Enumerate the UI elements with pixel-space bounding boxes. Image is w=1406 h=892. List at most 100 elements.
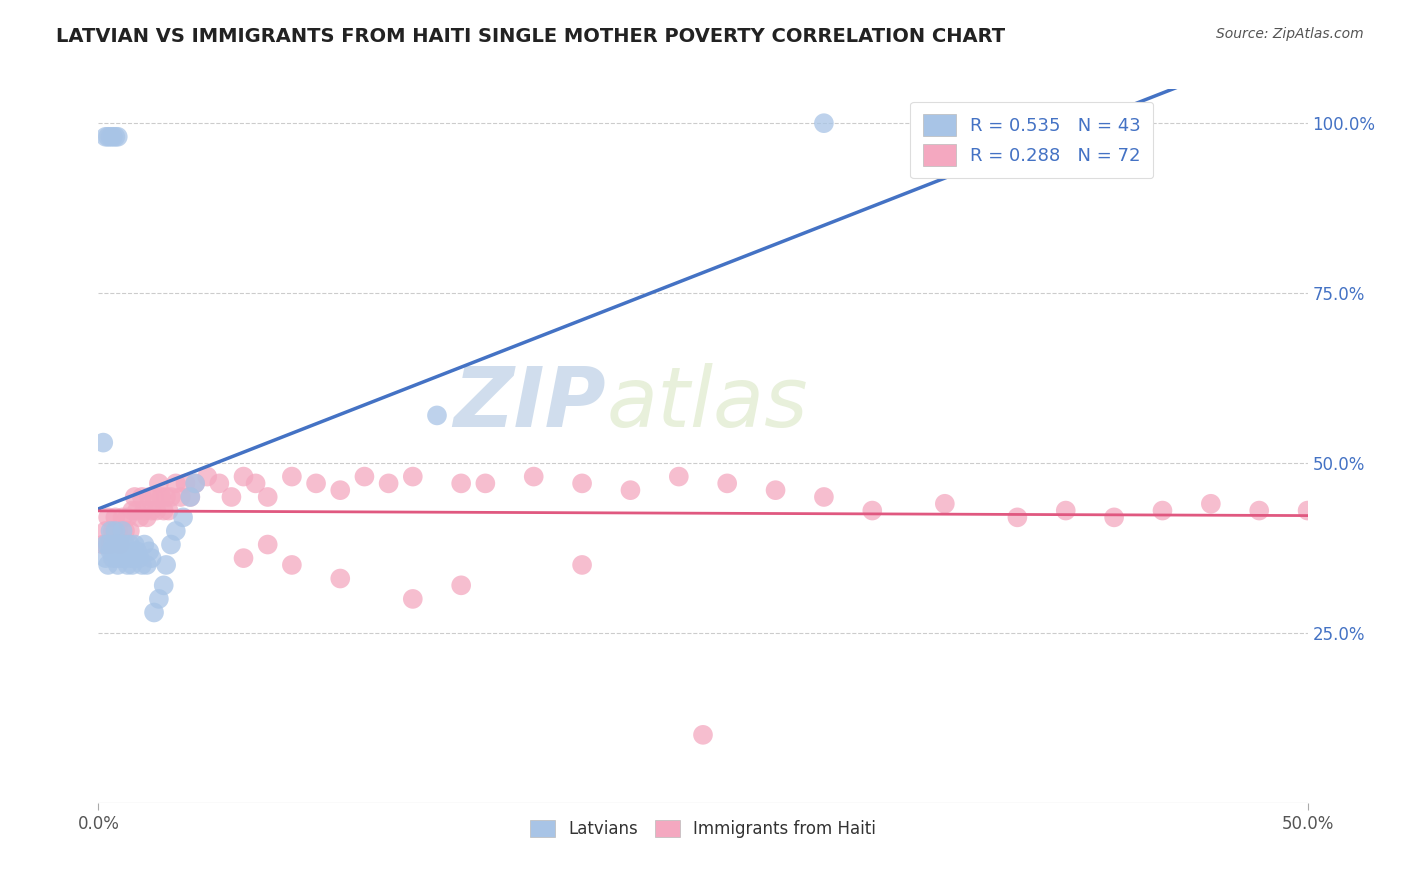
Point [131, 490, 153, 504]
Point [100, 537, 122, 551]
Point [934, 497, 956, 511]
Point [135, 510, 157, 524]
Point [1199, 497, 1222, 511]
Point [97, 558, 120, 572]
Point [118, 551, 141, 566]
Point [1249, 503, 1271, 517]
Point [104, 510, 127, 524]
Point [523, 469, 546, 483]
Point [160, 490, 183, 504]
Point [114, 537, 136, 551]
Point [377, 476, 399, 491]
Point [148, 591, 170, 606]
Point [571, 476, 593, 491]
Point [127, 544, 149, 558]
Point [143, 490, 166, 504]
Point [111, 510, 134, 524]
Point [94, 129, 117, 144]
Point [165, 476, 187, 491]
Point [281, 469, 304, 483]
Point [104, 129, 127, 144]
Text: ZIP: ZIP [454, 363, 606, 443]
Point [104, 524, 127, 538]
Point [107, 558, 129, 572]
Point [124, 551, 146, 566]
Point [128, 510, 150, 524]
Point [813, 490, 835, 504]
Point [692, 728, 714, 742]
Point [135, 558, 157, 572]
Point [138, 490, 160, 504]
Point [111, 524, 134, 538]
Point [450, 476, 472, 491]
Text: Source: ZipAtlas.com: Source: ZipAtlas.com [1216, 27, 1364, 41]
Point [571, 558, 593, 572]
Point [169, 490, 191, 504]
Point [145, 503, 167, 517]
Point [128, 551, 150, 566]
Point [232, 469, 254, 483]
Point [94, 524, 117, 538]
Point [157, 503, 180, 517]
Point [107, 551, 129, 566]
Point [1152, 503, 1174, 517]
Point [256, 537, 278, 551]
Point [100, 524, 122, 538]
Point [1296, 503, 1319, 517]
Point [138, 544, 160, 558]
Point [107, 524, 129, 538]
Point [100, 544, 122, 558]
Point [152, 503, 174, 517]
Point [101, 129, 124, 144]
Point [101, 537, 124, 551]
Point [402, 591, 425, 606]
Point [155, 558, 177, 572]
Point [141, 551, 163, 566]
Point [619, 483, 641, 498]
Point [402, 469, 425, 483]
Point [91, 537, 114, 551]
Point [118, 524, 141, 538]
Point [179, 490, 201, 504]
Point [208, 476, 231, 491]
Point [101, 524, 124, 538]
Point [108, 537, 131, 551]
Point [232, 551, 254, 566]
Point [148, 476, 170, 491]
Point [1007, 510, 1029, 524]
Text: atlas: atlas [606, 363, 808, 443]
Point [765, 483, 787, 498]
Point [97, 129, 120, 144]
Point [100, 129, 122, 144]
Point [94, 551, 117, 566]
Point [329, 572, 352, 586]
Point [107, 129, 129, 144]
Text: LATVIAN VS IMMIGRANTS FROM HAITI SINGLE MOTHER POVERTY CORRELATION CHART: LATVIAN VS IMMIGRANTS FROM HAITI SINGLE … [56, 27, 1005, 45]
Point [127, 503, 149, 517]
Point [134, 503, 156, 517]
Point [131, 558, 153, 572]
Point [117, 544, 139, 558]
Point [121, 503, 143, 517]
Point [329, 483, 352, 498]
Point [117, 558, 139, 572]
Point [195, 469, 218, 483]
Point [141, 503, 163, 517]
Point [114, 551, 136, 566]
Point [114, 524, 136, 538]
Point [221, 490, 243, 504]
Point [1102, 510, 1125, 524]
Point [124, 537, 146, 551]
Point [813, 116, 835, 130]
Point [124, 490, 146, 504]
Point [474, 476, 496, 491]
Point [160, 537, 183, 551]
Legend: Latvians, Immigrants from Haiti: Latvians, Immigrants from Haiti [523, 813, 883, 845]
Point [97, 537, 120, 551]
Point [426, 409, 449, 423]
Point [118, 537, 141, 551]
Point [184, 476, 207, 491]
Point [256, 490, 278, 504]
Point [94, 537, 117, 551]
Point [134, 537, 156, 551]
